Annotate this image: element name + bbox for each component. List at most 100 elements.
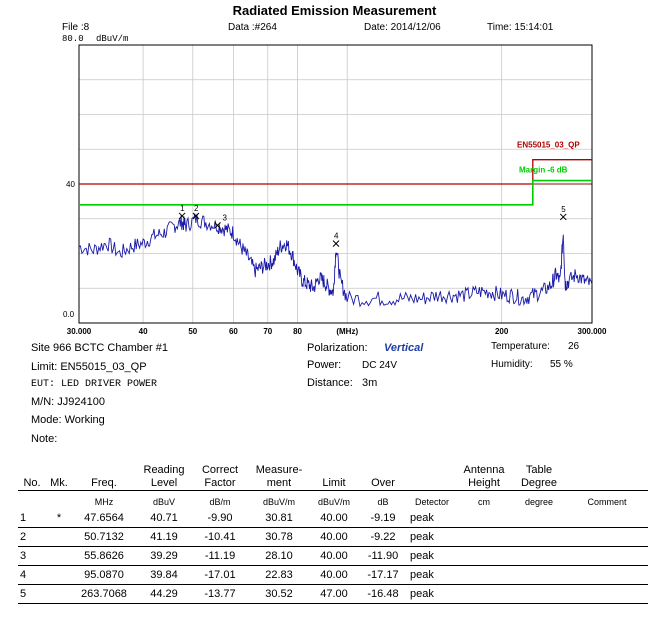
table-cell: peak [408, 584, 456, 604]
x-tick-label: 50 [188, 327, 197, 336]
table-row: 5 263.7068 44.29 -13.77 30.52 47.00 -16.48 peak [18, 584, 648, 604]
table-cell: -10.41 [192, 527, 248, 547]
emission-trace [78, 213, 593, 308]
peak-marker-1: 1 [178, 204, 186, 220]
unit-limit: dBuV/m [310, 490, 358, 509]
table-cell: * [46, 509, 72, 528]
table-cell [512, 584, 566, 604]
page-title: Radiated Emission Measurement [232, 3, 437, 18]
table-cell: 39.29 [136, 546, 192, 566]
table-cell [46, 527, 72, 547]
power-value: DC 24V [362, 360, 398, 371]
unit-mk [46, 490, 72, 509]
marker-cross [214, 221, 221, 229]
table-cell: -13.77 [192, 584, 248, 604]
table-cell: 40.00 [310, 546, 358, 566]
table-cell: 39.84 [136, 565, 192, 585]
table-cell [46, 584, 72, 604]
unit-comment: Comment [566, 490, 648, 509]
unit-over: dB [358, 490, 408, 509]
y-axis-ticks: 400.0 [63, 180, 75, 319]
x-tick-label: 70 [263, 327, 272, 336]
unit-measurement: dBuV/m [248, 490, 310, 509]
humidity-label: Humidity: [491, 359, 533, 370]
table-cell: 47.6564 [72, 509, 136, 528]
marker-label-5: 5 [561, 205, 566, 214]
table-cell [456, 527, 512, 547]
unit-no [18, 490, 46, 509]
marker-label-4: 4 [334, 232, 339, 241]
table-cell: -17.01 [192, 565, 248, 585]
unit-table: degree [512, 490, 566, 509]
limit-info: Limit: EN55015_03_QP [31, 361, 147, 373]
marker-label-2: 2 [194, 204, 199, 213]
table-cell [566, 546, 648, 566]
limit-line-labels: EN55015_03_QP Margin -6 dB [517, 141, 580, 175]
table-cell [512, 565, 566, 585]
table-cell [566, 565, 648, 585]
table-cell: -17.17 [358, 565, 408, 585]
marker-label-3: 3 [223, 213, 228, 222]
marker-cross [332, 240, 340, 248]
y-unit-label: dBuV/m [96, 34, 129, 44]
unit-correct: dB/m [192, 490, 248, 509]
col-limit: Limit [322, 477, 346, 489]
y-tick-40: 40 [66, 180, 75, 189]
col-freq: Freq. [91, 477, 117, 489]
table-cell: 40.71 [136, 509, 192, 528]
col-correct: Correct Factor [201, 464, 239, 489]
table-cell: 22.83 [248, 565, 310, 585]
note-info: Note: [31, 433, 58, 445]
table-cell: -16.48 [358, 584, 408, 604]
table-cell [512, 546, 566, 566]
table-cell: 47.00 [310, 584, 358, 604]
table-cell: peak [408, 565, 456, 585]
table-cell [512, 509, 566, 528]
table-cell: 263.7068 [72, 584, 136, 604]
table-cell: -11.19 [192, 546, 248, 566]
table-cell: peak [408, 527, 456, 547]
distance-value: 3m [362, 377, 378, 389]
table-cell: -9.90 [192, 509, 248, 528]
table-cell [46, 565, 72, 585]
marker-cross [178, 212, 186, 220]
table-cell: 4 [18, 565, 46, 585]
temperature-label: Temperature: [491, 341, 550, 352]
polarization-label: Polarization: [307, 342, 368, 354]
table-cell: 40.00 [310, 527, 358, 547]
data-label: Data :#264 [228, 22, 277, 33]
time-label: Time: 15:14:01 [487, 22, 554, 33]
margin-line-label: Margin -6 dB [519, 166, 568, 175]
marker-cross [192, 212, 200, 220]
table-units-row: MHz dBuV dB/m dBuV/m dBuV/m dB Detector … [18, 490, 648, 509]
table-cell [456, 509, 512, 528]
x-tick-label: 80 [293, 327, 302, 336]
peak-markers: 1 2 3 4 5 [178, 204, 567, 248]
table-header-row: No. Mk. Freq. Reading Level Correct Fact… [18, 464, 648, 491]
distance-label: Distance: [307, 377, 353, 389]
file-label: File :8 [62, 22, 90, 33]
peak-marker-2: 2 [192, 204, 200, 220]
table-cell: 40.00 [310, 565, 358, 585]
x-tick-label: 60 [229, 327, 238, 336]
table-cell: peak [408, 509, 456, 528]
table-cell: 30.78 [248, 527, 310, 547]
humidity-value: 55 % [550, 359, 573, 370]
unit-antenna: cm [456, 490, 512, 509]
table-cell [456, 546, 512, 566]
table-row: 1 * 47.6564 40.71 -9.90 30.81 40.00 -9.19 peak [18, 509, 648, 528]
table-cell [512, 527, 566, 547]
y-tick-0: 0.0 [63, 310, 75, 319]
results-table-body: 1 * 47.6564 40.71 -9.90 30.81 40.00 -9.19 peak 2 5… [18, 509, 648, 604]
y-max-label: 80.0 [62, 34, 84, 44]
table-cell: 95.0870 [72, 565, 136, 585]
col-measurement: Measure- ment [255, 464, 303, 489]
unit-freq: MHz [72, 490, 136, 509]
table-cell: 41.19 [136, 527, 192, 547]
x-tick-label: 30.000 [67, 327, 92, 336]
limit-line-label: EN55015_03_QP [517, 141, 580, 150]
table-row: 2 50.7132 41.19 -10.41 30.78 40.00 -9.22 peak [18, 527, 648, 547]
marker-cross [559, 213, 567, 221]
table-cell: 28.10 [248, 546, 310, 566]
